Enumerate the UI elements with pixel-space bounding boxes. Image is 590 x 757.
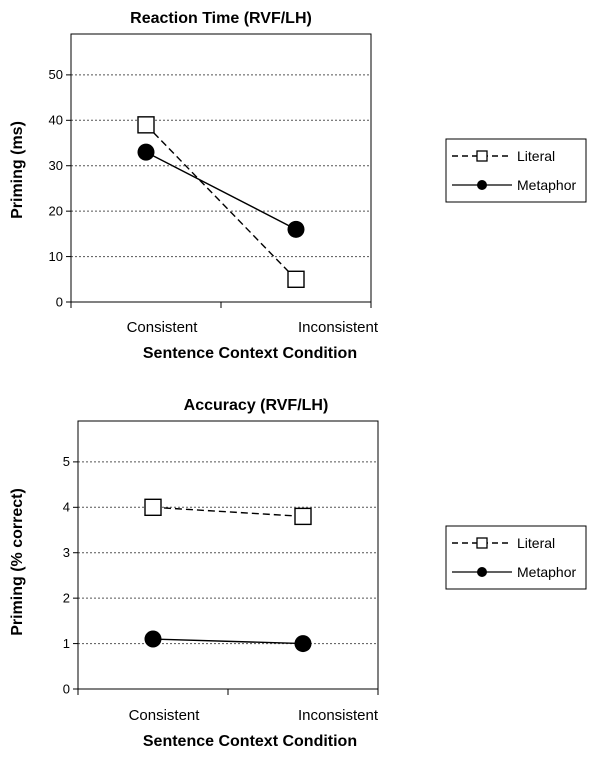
legend-literal-marker [476, 537, 488, 549]
legend-literal-label: Literal [517, 535, 555, 551]
series-line-metaphor [145, 151, 297, 230]
y-tick-label: 0 [56, 295, 63, 310]
chart-2-axes [73, 461, 379, 695]
chart-2-gridlines [78, 461, 378, 645]
data-point-literal [287, 270, 305, 288]
data-point-metaphor [287, 220, 305, 238]
chart-1-legend: Literal Metaphor [445, 138, 587, 203]
chart-1-y-tick-labels: 0 10 20 30 40 50 [49, 67, 63, 310]
chart-1-series [137, 116, 305, 288]
legend-box [445, 525, 587, 590]
chart-2-series [144, 498, 312, 653]
chart-2-y-tick-labels: 0 1 2 3 4 5 [63, 454, 70, 697]
data-point-metaphor [144, 630, 162, 648]
y-tick-label: 30 [49, 158, 63, 173]
series-line-metaphor [152, 638, 304, 645]
y-tick-label: 10 [49, 249, 63, 264]
data-point-metaphor [137, 143, 155, 161]
data-point-literal [294, 507, 312, 526]
y-tick-label: 3 [63, 545, 70, 560]
y-tick-label: 2 [63, 591, 70, 606]
y-tick-label: 20 [49, 204, 63, 219]
legend-literal-label: Literal [517, 148, 555, 164]
chart-1-gridlines [71, 74, 371, 258]
y-tick-label: 50 [49, 67, 63, 82]
chart-2-legend: Literal Metaphor [445, 525, 587, 590]
legend-metaphor-label: Metaphor [517, 564, 576, 580]
chart-1-category-label: Inconsistent [298, 319, 379, 336]
chart-2-category-label: Consistent [129, 707, 201, 724]
chart-2-x-axis-title: Sentence Context Condition [143, 733, 357, 750]
legend-metaphor-label: Metaphor [517, 177, 576, 193]
y-tick-label: 5 [63, 454, 70, 469]
chart-1-category-label: Consistent [127, 319, 199, 336]
y-tick-label: 4 [63, 500, 70, 515]
chart-1-title: Reaction Time (RVF/LH) [130, 10, 312, 27]
chart-2-y-axis-title: Priming (% correct) [9, 488, 26, 636]
chart-accuracy: Accuracy (RVF/LH) 0 1 2 3 4 5 Consistent… [9, 397, 587, 750]
data-point-metaphor [294, 635, 312, 653]
series-line-literal [152, 506, 304, 518]
chart-1-axes [66, 74, 372, 308]
y-tick-label: 0 [63, 682, 70, 697]
legend-box [445, 138, 587, 203]
chart-1-y-axis-title: Priming (ms) [9, 121, 26, 219]
y-tick-label: 1 [63, 636, 70, 651]
data-point-literal [144, 498, 162, 517]
legend-literal-marker [476, 150, 488, 162]
chart-2-category-label: Inconsistent [298, 707, 379, 724]
chart-2-plot-area [77, 420, 379, 690]
chart-1-plot-area [70, 33, 372, 303]
data-point-literal [137, 116, 155, 134]
chart-2-title: Accuracy (RVF/LH) [184, 397, 329, 414]
series-line-literal [145, 124, 297, 280]
chart-reaction-time: Reaction Time (RVF/LH) 0 10 20 30 40 50 … [9, 10, 587, 362]
legend-metaphor-marker [477, 180, 487, 190]
legend-metaphor-marker [477, 567, 487, 577]
chart-1-x-axis-title: Sentence Context Condition [143, 345, 357, 362]
y-tick-label: 40 [49, 113, 63, 128]
